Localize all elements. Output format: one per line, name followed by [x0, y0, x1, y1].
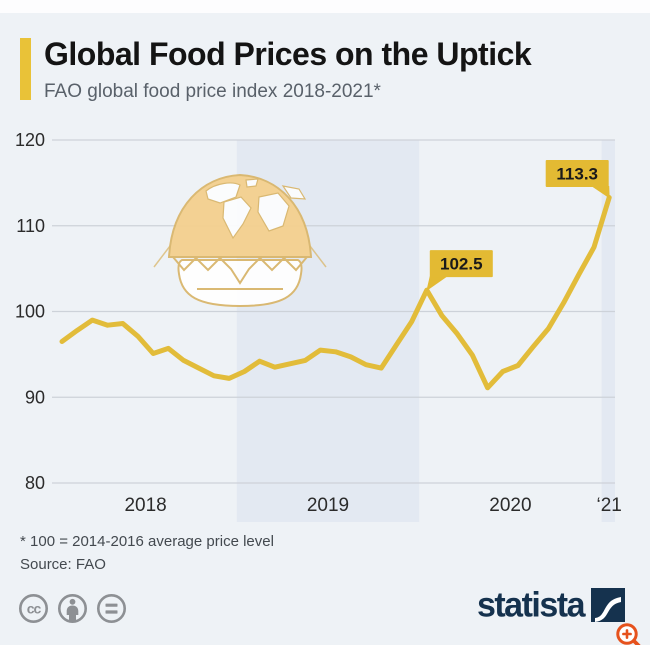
x-axis-label: ‘21 [597, 495, 622, 516]
statista-logo-icon [591, 588, 625, 622]
top-margin [0, 0, 650, 13]
page-subtitle: FAO global food price index 2018-2021* [44, 81, 381, 102]
y-axis-label: 120 [15, 130, 45, 150]
source-text: Source: FAO [20, 556, 106, 573]
license-icons: cc [19, 594, 127, 623]
y-axis-label: 110 [16, 216, 45, 236]
annotation-value-label: 113.3 [556, 164, 598, 183]
x-axis-label: 2020 [489, 495, 531, 516]
year-highlight-band [601, 140, 615, 522]
cc-by-icon[interactable] [57, 594, 87, 623]
y-axis-label: 100 [15, 302, 45, 322]
data-point-callout: 102.5 [426, 250, 493, 292]
annotation-value-label: 102.5 [440, 255, 483, 274]
x-axis-label: 2019 [307, 495, 349, 516]
cc-nd-icon[interactable] [97, 594, 127, 623]
title-accent-bar [20, 38, 31, 100]
price-index-line [59, 195, 612, 391]
x-axis-label: 2018 [124, 495, 166, 516]
bottom-margin [0, 645, 650, 655]
footnote-text: * 100 = 2014-2016 average price level [20, 533, 274, 550]
cc-icon[interactable]: cc [19, 594, 48, 623]
y-axis-label: 80 [25, 473, 45, 493]
statista-wordmark: statista [476, 585, 586, 625]
data-point-callout: 113.3 [545, 159, 610, 199]
y-axis-label: 90 [25, 387, 45, 407]
svg-text:cc: cc [27, 601, 42, 617]
statista-logo[interactable]: statista [476, 585, 625, 625]
page-title: Global Food Prices on the Uptick [44, 36, 532, 72]
zoom-in-icon[interactable] [614, 621, 644, 651]
